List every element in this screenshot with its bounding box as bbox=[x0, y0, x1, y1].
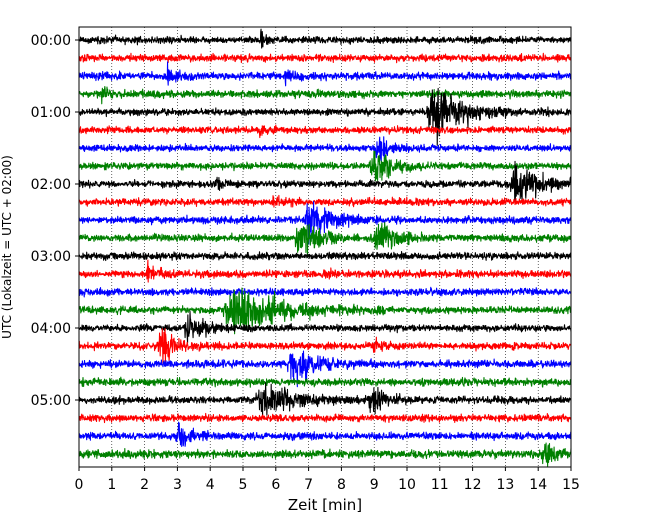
x-tick-label-4: 4 bbox=[206, 477, 215, 493]
trace-row-6 bbox=[78, 136, 572, 162]
trace-row-14 bbox=[78, 286, 572, 298]
trace-row-1 bbox=[78, 52, 572, 64]
x-tick-label-9: 9 bbox=[370, 477, 379, 493]
trace-row-4 bbox=[78, 87, 572, 146]
trace-row-18 bbox=[78, 350, 572, 388]
x-tick-label-1: 1 bbox=[107, 477, 116, 493]
x-tick-label-12: 12 bbox=[464, 477, 482, 493]
x-tick-label-11: 11 bbox=[431, 477, 449, 493]
trace-row-7 bbox=[78, 150, 572, 182]
trace-row-2 bbox=[78, 61, 572, 87]
x-axis: 0 1 2 3 4 5 6 7 8 9 10 11 12 13 14 15 bbox=[75, 467, 580, 493]
x-tick-label-10: 10 bbox=[398, 477, 416, 493]
x-tick-label-0: 0 bbox=[75, 477, 84, 493]
trace-row-15 bbox=[78, 287, 572, 335]
trace-row-12 bbox=[78, 251, 572, 262]
x-tick-label-7: 7 bbox=[304, 477, 313, 493]
x-tick-label-3: 3 bbox=[173, 477, 182, 493]
trace-row-19 bbox=[78, 376, 572, 388]
x-tick-label-14: 14 bbox=[529, 477, 547, 493]
y-tick-label-5: 05:00 bbox=[31, 393, 71, 409]
trace-row-10 bbox=[78, 200, 572, 245]
trace-row-3 bbox=[78, 86, 572, 105]
y-tick-label-3: 03:00 bbox=[31, 249, 71, 265]
y-tick-label-1: 01:00 bbox=[31, 105, 71, 121]
x-axis-label: Zeit [min] bbox=[288, 496, 362, 514]
x-tick-label-2: 2 bbox=[140, 477, 149, 493]
y-axis-label: UTC (Lokalzeit = UTC + 02:00) bbox=[0, 155, 14, 339]
y-tick-label-2: 02:00 bbox=[31, 177, 71, 193]
trace-row-20 bbox=[78, 382, 572, 417]
y-tick-label-4: 04:00 bbox=[31, 321, 71, 337]
trace-row-17 bbox=[78, 328, 572, 365]
x-tick-label-8: 8 bbox=[337, 477, 346, 493]
x-tick-label-15: 15 bbox=[562, 477, 580, 493]
x-tick-label-6: 6 bbox=[271, 477, 280, 493]
trace-row-9 bbox=[78, 194, 572, 208]
y-axis: 00:00 01:00 02:00 03:00 04:00 05:00 bbox=[31, 33, 79, 409]
plot-frame bbox=[78, 26, 572, 468]
trace-row-16 bbox=[78, 310, 572, 344]
x-tick-label-13: 13 bbox=[496, 477, 514, 493]
trace-row-11 bbox=[78, 222, 572, 258]
trace-row-0 bbox=[78, 28, 572, 49]
y-tick-label-0: 00:00 bbox=[31, 33, 71, 49]
trace-row-5 bbox=[78, 124, 572, 139]
x-tick-label-5: 5 bbox=[239, 477, 248, 493]
trace-row-21 bbox=[78, 412, 572, 424]
trace-row-22 bbox=[78, 421, 572, 448]
trace-row-23 bbox=[78, 442, 572, 467]
seismic-traces bbox=[78, 28, 572, 467]
trace-row-8 bbox=[78, 160, 572, 203]
trace-row-13 bbox=[78, 259, 572, 283]
